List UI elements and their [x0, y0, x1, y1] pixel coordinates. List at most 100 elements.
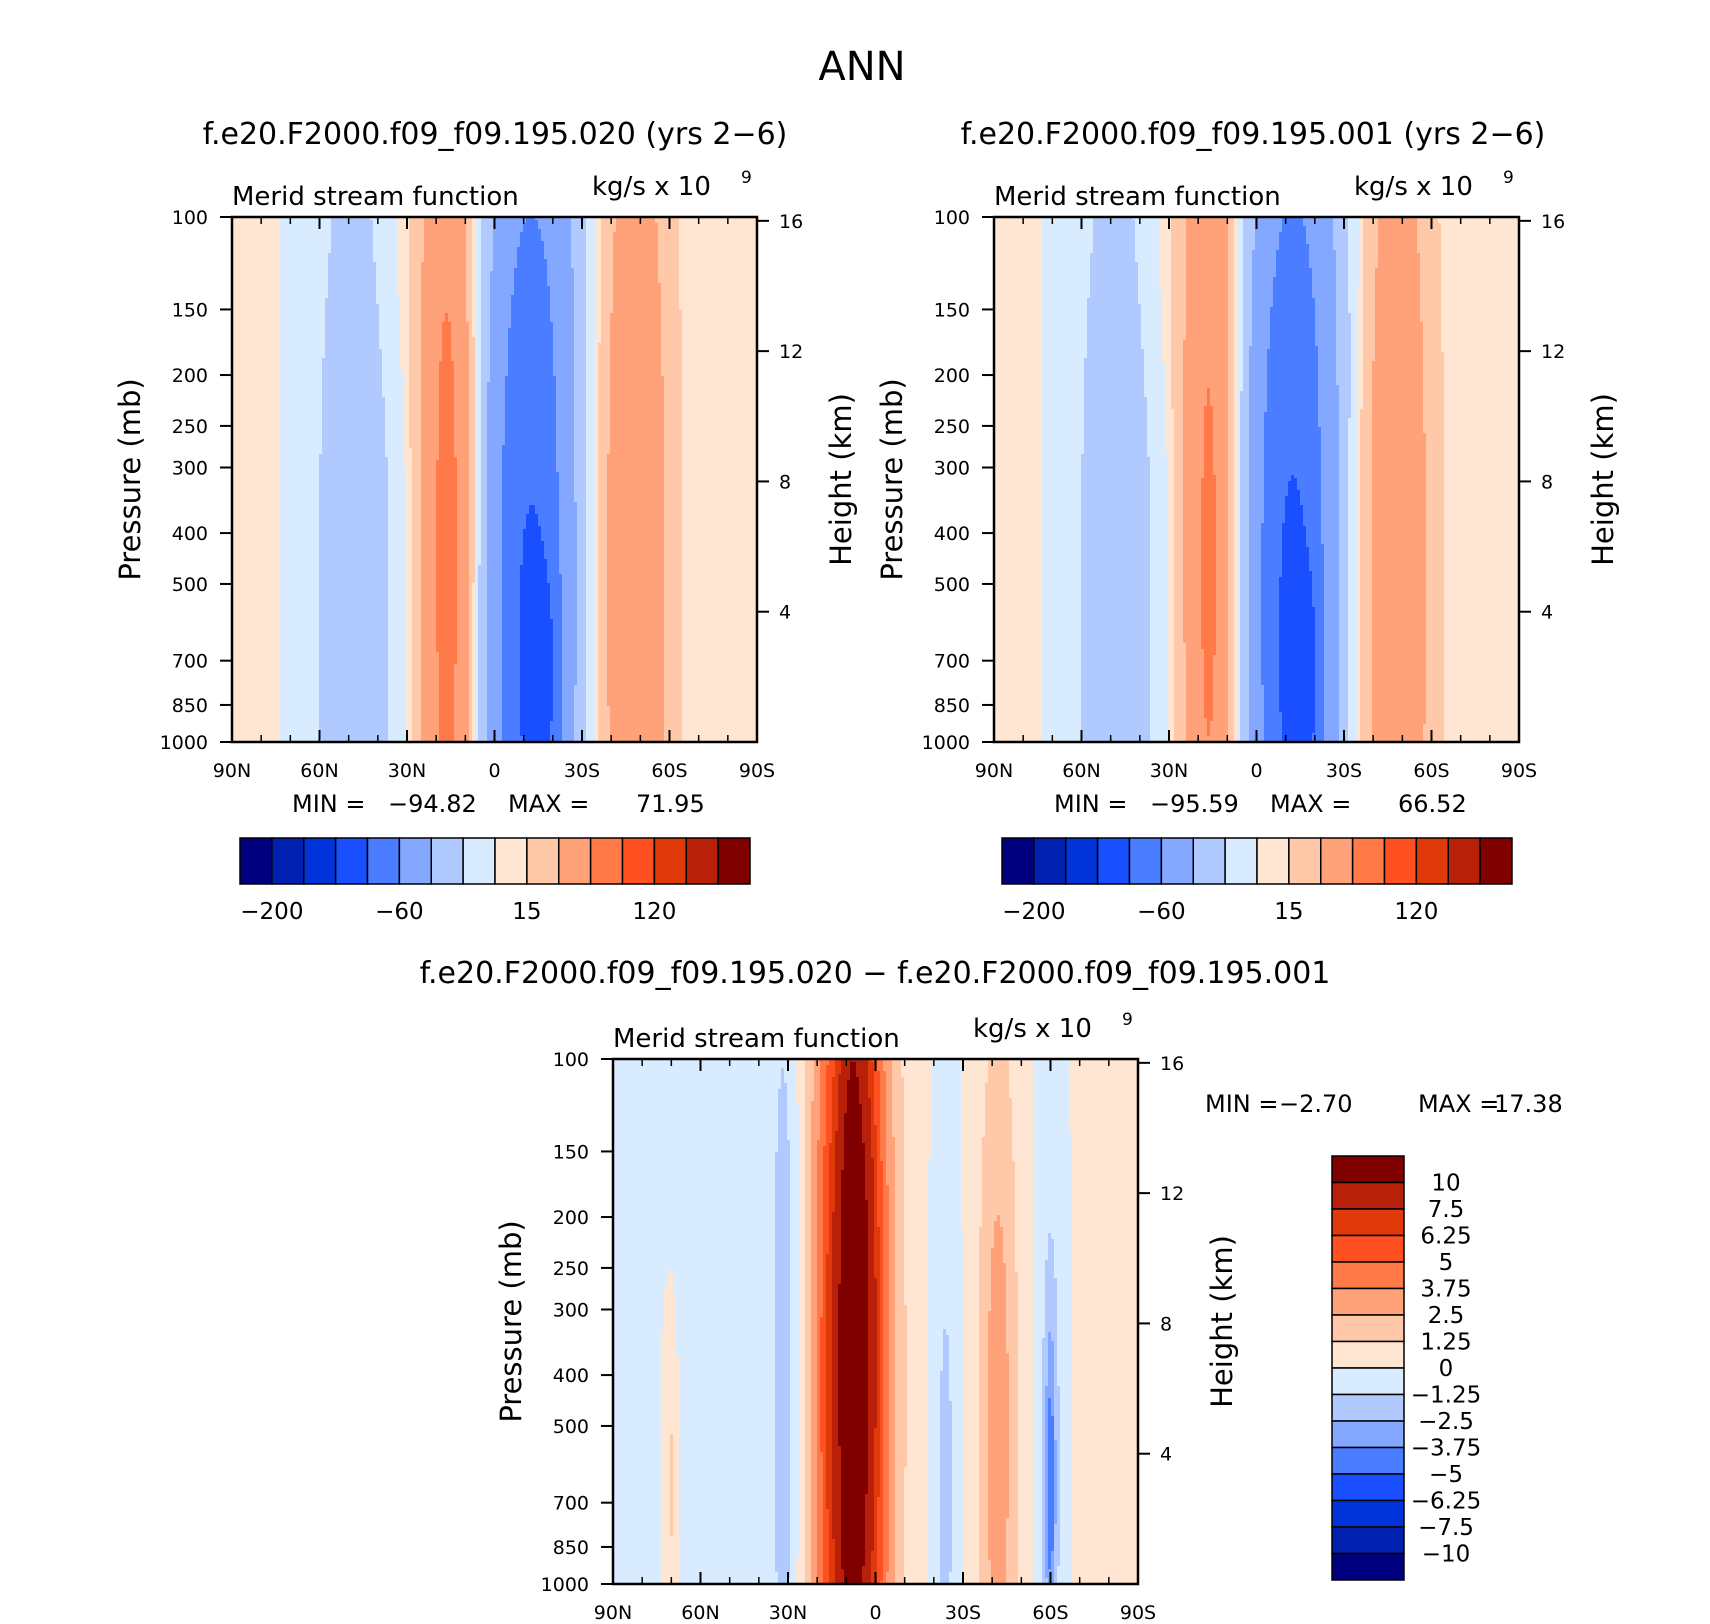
contour-cell: [475, 235, 478, 238]
contour-cell: [400, 223, 403, 226]
contour-cell: [511, 223, 514, 226]
contour-cell: [313, 226, 316, 229]
contour-cell: [733, 229, 736, 232]
contour-cell: [544, 235, 547, 238]
contour-cell: [238, 238, 241, 241]
contour-cell: [529, 235, 532, 238]
contour-cell: [280, 235, 283, 238]
contour-cell: [454, 226, 457, 229]
contour-cell: [715, 235, 718, 238]
contour-cell: [652, 226, 655, 229]
contour-cell: [523, 229, 526, 232]
contour-cell: [622, 226, 625, 229]
contour-cell: [445, 223, 448, 226]
contour-cell: [436, 232, 439, 235]
contour-cell: [730, 235, 733, 238]
contour-cell: [694, 229, 697, 232]
contour-cell: [661, 232, 664, 235]
contour-cell: [256, 232, 259, 235]
contour-cell: [472, 223, 475, 226]
contour-cell: [535, 229, 538, 232]
contour-cell: [244, 238, 247, 241]
contour-cell: [544, 226, 547, 229]
contour-cell: [310, 226, 313, 229]
contour-cell: [571, 223, 574, 226]
contour-cell: [709, 229, 712, 232]
contour-cell: [379, 223, 382, 226]
contour-cell: [280, 238, 283, 241]
contour-cell: [292, 226, 295, 229]
contour-cell: [373, 235, 376, 238]
contour-cell: [274, 235, 277, 238]
contour-cell: [265, 223, 268, 226]
contour-cell: [268, 223, 271, 226]
contour-cell: [376, 229, 379, 232]
contour-cell: [271, 232, 274, 235]
contour-cell: [505, 232, 508, 235]
diff-panel-title: f.e20.F2000.f09_f09.195.020 − f.e20.F200…: [420, 956, 1331, 991]
contour-cell: [250, 232, 253, 235]
contour-cell: [343, 223, 346, 226]
contour-cell: [700, 232, 703, 235]
contour-cell: [601, 235, 604, 238]
contour-cell: [691, 232, 694, 235]
contour-cell: [616, 229, 619, 232]
contour-cell: [412, 232, 415, 235]
contour-cell: [565, 232, 568, 235]
contour-cell: [571, 226, 574, 229]
contour-cell: [430, 235, 433, 238]
contour-cell: [298, 235, 301, 238]
contour-cell: [397, 220, 400, 223]
contour-cell: [565, 220, 568, 223]
contour-cell: [562, 232, 565, 235]
contour-cell: [415, 226, 418, 229]
contour-cell: [688, 220, 691, 223]
contour-cell: [373, 220, 376, 223]
contour-cell: [520, 229, 523, 232]
contour-cell: [283, 235, 286, 238]
contour-cell: [592, 226, 595, 229]
contour-cell: [625, 223, 628, 226]
contour-cell: [373, 226, 376, 229]
contour-cell: [721, 223, 724, 226]
contour-cell: [664, 220, 667, 223]
contour-cell: [361, 220, 364, 223]
contour-cell: [658, 223, 661, 226]
contour-cell: [703, 220, 706, 223]
contour-cell: [505, 220, 508, 223]
left-panel-title: f.e20.F2000.f09_f09.195.020 (yrs 2−6): [203, 117, 788, 152]
contour-cell: [730, 223, 733, 226]
contour-cell: [556, 235, 559, 238]
contour-cell: [676, 229, 679, 232]
contour-cell: [703, 235, 706, 238]
contour-cell: [307, 226, 310, 229]
contour-cell: [580, 232, 583, 235]
contour-cell: [385, 229, 388, 232]
contour-cell: [598, 226, 601, 229]
contour-cell: [721, 235, 724, 238]
contour-cell: [385, 226, 388, 229]
contour-cell: [367, 223, 370, 226]
contour-cell: [541, 235, 544, 238]
contour-cell: [262, 220, 265, 223]
contour-cell: [466, 223, 469, 226]
contour-cell: [409, 220, 412, 223]
contour-cell: [610, 232, 613, 235]
contour-cell: [514, 220, 517, 223]
contour-cell: [397, 229, 400, 232]
contour-cell: [646, 220, 649, 223]
contour-cell: [484, 223, 487, 226]
contour-cell: [388, 235, 391, 238]
contour-cell: [619, 220, 622, 223]
contour-cell: [454, 235, 457, 238]
contour-cell: [451, 235, 454, 238]
contour-cell: [454, 220, 457, 223]
contour-cell: [619, 223, 622, 226]
contour-cell: [328, 226, 331, 229]
contour-cell: [574, 235, 577, 238]
contour-cell: [673, 223, 676, 226]
contour-cell: [271, 226, 274, 229]
contour-cell: [646, 226, 649, 229]
contour-cell: [634, 226, 637, 229]
contour-cell: [439, 229, 442, 232]
